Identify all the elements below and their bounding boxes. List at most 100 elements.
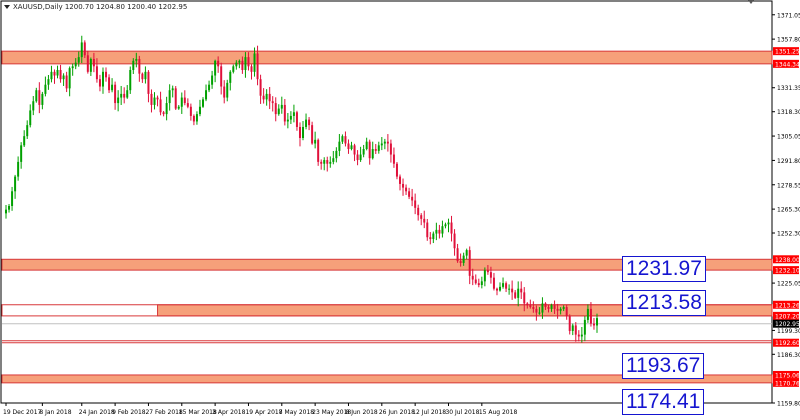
corner-triangle-icon[interactable]: [748, 0, 754, 4]
candle-body: [408, 191, 411, 197]
candle: [292, 104, 295, 123]
candle: [308, 117, 311, 131]
price-tick-label: 1331.35: [777, 85, 800, 92]
candle: [108, 74, 111, 94]
candle-body: [217, 60, 220, 67]
candle-body: [89, 58, 92, 72]
candle-body: [147, 71, 150, 94]
candle-body: [477, 283, 480, 286]
candle: [159, 91, 162, 116]
date-tick-label: 23 May 2018: [312, 409, 351, 416]
candle: [414, 193, 417, 215]
candle-body: [414, 200, 417, 208]
candle-body: [483, 270, 486, 282]
candle-body: [441, 226, 444, 234]
candle-body: [480, 281, 483, 286]
candle: [356, 150, 359, 166]
candle: [553, 300, 556, 314]
candle-body: [589, 308, 592, 324]
candle: [189, 103, 192, 121]
candle-body: [317, 139, 320, 162]
candle: [68, 66, 71, 97]
price-tick-label: 1371.05: [777, 12, 800, 19]
date-tick-label: 19 Dec 2017: [3, 409, 42, 416]
candle-body: [435, 229, 438, 234]
candle: [547, 305, 550, 313]
zone-4-bottom-tag-bg: [773, 378, 799, 387]
candle-body: [362, 149, 365, 155]
key-level-label-2: 1213.58: [622, 290, 706, 316]
candle-body: [529, 305, 532, 308]
candle: [338, 133, 341, 157]
candle: [589, 302, 592, 327]
candle: [341, 134, 344, 144]
candle-body: [83, 42, 86, 56]
candle: [126, 85, 129, 99]
candle: [223, 80, 226, 104]
candle: [95, 58, 98, 83]
candle-body: [23, 136, 26, 146]
candle: [505, 281, 508, 293]
candle: [465, 248, 468, 260]
candle-body: [453, 233, 456, 249]
candle: [317, 138, 320, 166]
candle-body: [535, 308, 538, 313]
candle-body: [208, 84, 211, 91]
candle-body: [568, 316, 571, 331]
candle-body: [383, 141, 386, 144]
candle-body: [268, 93, 271, 102]
candle-body: [495, 288, 498, 291]
candle-body: [192, 115, 195, 122]
candle-body: [508, 288, 511, 290]
candle-body: [277, 108, 280, 115]
candle: [556, 303, 559, 319]
candle: [289, 111, 292, 124]
candle-body: [308, 119, 311, 126]
candle: [186, 98, 189, 109]
candle: [447, 218, 450, 233]
price-axis: 1371.05 1357.80 1331.35 1318.30 1305.05 1291.…: [772, 12, 800, 408]
title-dropdown-icon[interactable]: [4, 5, 10, 9]
candle: [83, 40, 86, 59]
candle-body: [114, 84, 117, 104]
zone-3-bottom-tag-bg: [773, 311, 799, 320]
candle-body: [423, 218, 426, 223]
zone-1-bottom-tag-bg: [773, 59, 799, 68]
candle-body: [429, 237, 432, 240]
candle-body: [538, 312, 541, 314]
candle: [283, 99, 286, 126]
candle-body: [456, 248, 459, 262]
candle: [423, 210, 426, 229]
candle-body: [502, 283, 505, 287]
candle: [474, 274, 477, 285]
candle: [277, 104, 280, 116]
candle-body: [17, 161, 20, 177]
candle: [541, 297, 544, 319]
zone-3-top-tag-label: 1213.26: [775, 302, 800, 309]
candle: [489, 266, 492, 284]
candle: [129, 66, 132, 94]
candle: [8, 204, 11, 213]
date-tick-label: 27 Feb 2018: [145, 409, 183, 416]
candle-body: [117, 97, 120, 104]
candle-body: [359, 154, 362, 161]
candle: [459, 253, 462, 267]
candle-body: [205, 90, 208, 100]
candle-body: [283, 104, 286, 122]
candle-body: [202, 99, 204, 107]
candle-body: [323, 160, 326, 164]
candle: [135, 52, 138, 68]
candle-body: [156, 97, 159, 100]
date-tick-label: 8 Jan 2018: [39, 409, 71, 416]
candle: [517, 281, 520, 307]
price-tick-label: 1186.30: [777, 352, 800, 359]
candle: [574, 322, 577, 342]
candle: [74, 58, 77, 70]
candle: [268, 86, 271, 110]
candle: [444, 222, 447, 229]
candle: [453, 229, 456, 256]
candle-body: [402, 183, 405, 188]
candle: [532, 301, 535, 313]
date-tick-label: 7 May 2018: [279, 409, 314, 416]
